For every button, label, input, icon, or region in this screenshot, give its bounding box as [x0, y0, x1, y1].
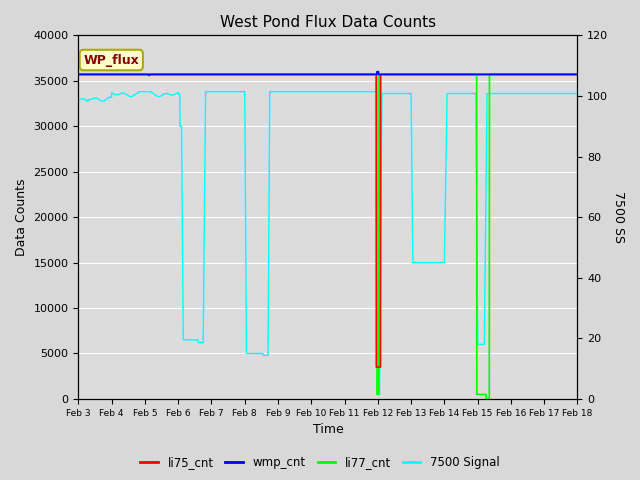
X-axis label: Time: Time: [312, 423, 343, 436]
Legend: li75_cnt, wmp_cnt, li77_cnt, 7500 Signal: li75_cnt, wmp_cnt, li77_cnt, 7500 Signal: [136, 452, 504, 474]
Y-axis label: 7500 SS: 7500 SS: [612, 191, 625, 243]
Title: West Pond Flux Data Counts: West Pond Flux Data Counts: [220, 15, 436, 30]
Y-axis label: Data Counts: Data Counts: [15, 179, 28, 256]
Text: WP_flux: WP_flux: [83, 53, 139, 67]
